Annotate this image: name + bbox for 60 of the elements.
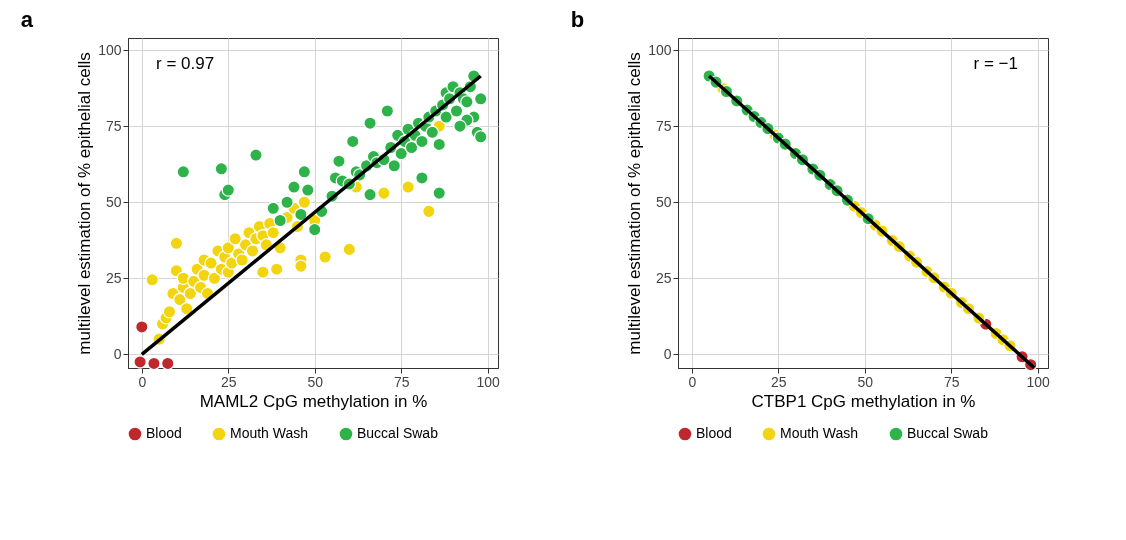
point (228, 232, 242, 246)
legend-label: Buccal Swab (907, 425, 989, 441)
legend-label: Buccal Swab (357, 425, 439, 441)
point (162, 305, 177, 319)
x-axis-title: CTBP1 CpG methylation in % (751, 391, 976, 411)
chart-title: b (570, 7, 585, 32)
x-tick-label: 0 (138, 373, 147, 390)
x-tick-label: 50 (307, 373, 324, 390)
y-tick-label: 100 (648, 41, 672, 58)
point (318, 250, 332, 264)
point (297, 195, 312, 209)
point (422, 204, 436, 219)
x-tick-label: 100 (476, 373, 501, 390)
x-tick-label: 25 (770, 373, 787, 390)
point (180, 301, 194, 316)
point (401, 180, 415, 194)
y-tick-label: 100 (98, 41, 122, 58)
y-tick-label: 25 (655, 269, 672, 286)
legend-label: Mouth Wash (780, 425, 859, 441)
point (135, 320, 149, 334)
chart-title: a (20, 7, 34, 32)
point (183, 286, 197, 301)
annotation: r = −1 (973, 54, 1018, 73)
point (294, 259, 308, 273)
y-tick-label: 50 (105, 193, 122, 210)
point (221, 241, 235, 255)
x-tick-label: 50 (857, 373, 874, 390)
point (342, 242, 357, 257)
legend-label: Mouth Wash (230, 425, 309, 441)
point (256, 265, 270, 279)
y-tick-label: 0 (663, 345, 672, 362)
x-tick-label: 75 (393, 373, 410, 390)
x-tick-label: 25 (220, 373, 237, 390)
x-tick-label: 100 (1026, 373, 1051, 390)
point (145, 273, 159, 287)
x-tick-label: 75 (943, 373, 960, 390)
point (197, 268, 211, 282)
y-axis-title: multilevel estimation of % epithelial cells (75, 52, 95, 355)
y-tick-label: 0 (113, 345, 122, 362)
y-tick-label: 75 (105, 117, 122, 134)
legend-label: Blood (146, 425, 182, 441)
point (204, 256, 218, 270)
y-tick-label: 50 (655, 193, 672, 210)
x-axis-title: MAML2 CpG methylation in % (199, 391, 428, 411)
legend-label: Blood (696, 425, 732, 441)
point (269, 262, 284, 276)
point (207, 271, 222, 285)
point (266, 225, 280, 240)
y-tick-label: 75 (655, 117, 672, 134)
point (377, 186, 391, 200)
point (133, 355, 147, 369)
annotation: r = 0.97 (156, 54, 215, 73)
point (235, 253, 249, 267)
point (161, 356, 175, 371)
point (147, 356, 161, 371)
y-tick-label: 25 (105, 269, 122, 286)
y-axis-title: multilevel estimation of % epithelial cells (625, 52, 645, 355)
point (169, 236, 184, 251)
point (245, 244, 260, 258)
x-tick-label: 0 (688, 373, 697, 390)
